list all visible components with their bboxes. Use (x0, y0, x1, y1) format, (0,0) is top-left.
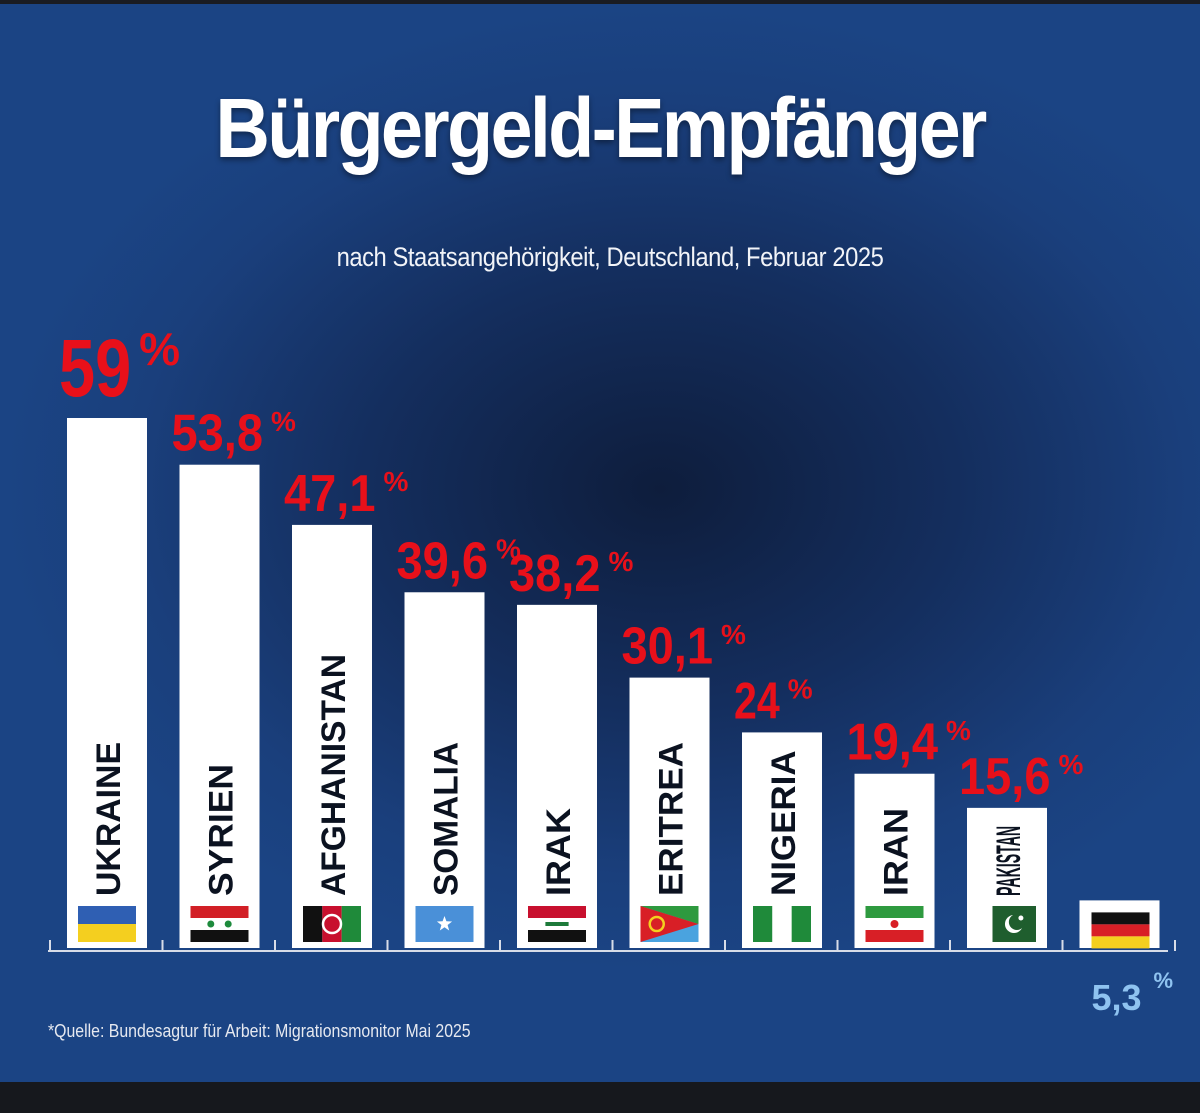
bar-ukraine (67, 418, 147, 948)
percent-sign: % (139, 323, 180, 375)
chart-subtitle: nach Staatsangehörigkeit, Deutschland, F… (336, 242, 884, 272)
eritrea-flag-icon (640, 906, 699, 942)
value-label: 53,8 (172, 405, 264, 463)
category-label: ERITREA (653, 742, 691, 896)
percent-sign: % (496, 534, 521, 565)
chart-title: Bürgergeld-Empfänger (215, 81, 987, 175)
category-label: IRAN (878, 808, 916, 896)
category-label: UKRAINE (90, 742, 128, 896)
percent-sign: % (1059, 749, 1084, 780)
bar-irak (517, 604, 597, 948)
percent-sign: % (788, 674, 813, 705)
value-label: 59 (59, 323, 131, 414)
iraq-flag-icon (528, 906, 586, 942)
percent-sign: % (1154, 968, 1174, 993)
category-label: SOMALIA (428, 742, 466, 896)
infographic-panel: Bürgergeld-Empfänger nach Staatsangehöri… (0, 4, 1200, 1082)
syria-flag-icon (190, 906, 249, 942)
bottom-border (0, 1082, 1200, 1113)
germany-flag-icon (1091, 912, 1150, 949)
bar-syrien (179, 464, 260, 948)
percent-sign: % (609, 546, 634, 577)
value-label: 47,1 (284, 465, 376, 523)
bar-chart: UKRAINE 59 % SYRIEN 53,8 % AFGHANISTAN 47,1 % SOM… (48, 323, 1176, 1018)
category-label: PAKISTAN (990, 826, 1028, 896)
source-note: *Quelle: Bundesagtur für Arbeit: Migrati… (48, 1021, 471, 1041)
top-border (0, 0, 1200, 4)
nigeria-flag-icon (753, 906, 811, 942)
bar-afghanistan (292, 524, 372, 948)
category-label: NIGERIA (765, 750, 803, 896)
bar-somalia (404, 592, 485, 948)
category-label: IRAK (540, 808, 578, 896)
iran-flag-icon (865, 906, 924, 942)
value-label: 15,6 (959, 748, 1051, 806)
percent-sign: % (721, 619, 746, 650)
value-label: 19,4 (847, 714, 939, 772)
pakistan-flag-icon (978, 906, 1036, 942)
ukraine-flag-icon (78, 906, 136, 942)
value-label: 5,3 (1092, 977, 1142, 1018)
bar-eritrea (629, 677, 710, 948)
category-label: SYRIEN (203, 764, 241, 896)
percent-sign: % (946, 715, 971, 746)
value-label: 24 (734, 672, 780, 730)
value-label: 38,2 (509, 545, 601, 603)
somalia-flag-icon (415, 906, 474, 942)
value-label: 39,6 (397, 532, 489, 590)
percent-sign: % (271, 406, 296, 437)
percent-sign: % (384, 466, 409, 497)
afghanistan-flag-icon (303, 906, 361, 942)
category-label: AFGHANISTAN (315, 654, 353, 896)
value-label: 30,1 (622, 618, 714, 676)
